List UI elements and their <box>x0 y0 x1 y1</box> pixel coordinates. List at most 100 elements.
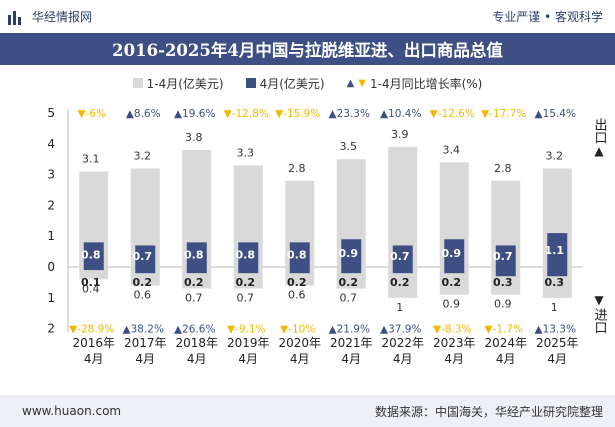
x-tick-label: 4月 <box>496 352 516 366</box>
x-tick-label: 4月 <box>547 352 567 366</box>
import-month-bar <box>444 267 465 274</box>
import-ytd-label: 1 <box>396 301 403 314</box>
export-month-label: 0.8 <box>184 249 204 262</box>
x-tick-label: 4月 <box>135 352 155 366</box>
export-growth-label: ▼-15.9% <box>275 108 320 120</box>
import-ytd-label: 0.6 <box>288 288 306 301</box>
export-ytd-label: 3.2 <box>546 149 564 162</box>
x-tick-label: 2020年 <box>278 336 321 350</box>
import-ytd-label: 0.7 <box>237 292 255 305</box>
export-month-label: 0.9 <box>442 247 462 260</box>
import-ytd-label: 1 <box>551 301 558 314</box>
export-month-bar <box>186 242 207 267</box>
export-month-label: 0.7 <box>390 250 410 263</box>
export-ytd-label: 3.5 <box>340 140 358 153</box>
import-growth-label: ▼-10% <box>280 324 315 336</box>
export-growth-label: ▲19.6% <box>174 108 215 120</box>
import-month-bar <box>83 267 104 271</box>
x-tick-label: 4月 <box>290 352 310 366</box>
top-bar: 华经情报网 专业严谨 • 客观科学 <box>0 0 615 33</box>
x-tick-label: 2024年 <box>484 336 527 350</box>
export-growth-label: ▼-6% <box>77 108 106 120</box>
x-tick-label: 4月 <box>444 352 464 366</box>
export-month-label: 0.9 <box>339 247 359 260</box>
x-tick-label: 2021年 <box>330 336 373 350</box>
import-growth-label: ▲38.2% <box>123 324 164 336</box>
footer-source: 数据来源：中国海关，华经产业研究院整理 <box>374 404 603 419</box>
export-ytd-label: 2.8 <box>494 162 512 175</box>
export-month-bar <box>547 233 568 267</box>
import-month-bar <box>547 267 568 277</box>
export-month-bar <box>238 242 259 267</box>
import-growth-label: ▼-28.9% <box>69 324 114 336</box>
export-month-label: 0.8 <box>81 249 101 262</box>
logo-icon <box>8 9 26 25</box>
import-month-label: 0.2 <box>236 276 256 289</box>
export-month-label: 0.7 <box>493 250 513 263</box>
import-month-label: 0.2 <box>133 276 153 289</box>
brand[interactable]: 华经情报网 <box>8 8 92 25</box>
export-ytd-label: 3.1 <box>82 153 100 166</box>
import-growth-label: ▼-9.1% <box>227 324 266 336</box>
x-tick-label: 4月 <box>341 352 361 366</box>
export-ytd-label: 3.2 <box>134 149 152 162</box>
import-growth-label: ▼-8.3% <box>433 324 472 336</box>
export-month-label: 0.7 <box>133 250 153 263</box>
import-ytd-bar <box>79 267 109 280</box>
side-label-import-text: 进口 <box>591 308 607 334</box>
export-ytd-label: 3.4 <box>443 143 461 156</box>
export-month-bar <box>495 245 516 267</box>
export-growth-label: ▲15.4% <box>535 108 576 120</box>
import-ytd-label: 0.7 <box>340 292 358 305</box>
legend: 1-4月(亿美元) 4月(亿美元) ▲ ▼ 1-4月同比增长率(%) <box>0 72 615 94</box>
chart-title: 2016-2025年4月中国与拉脱维亚进、出口商品总值 <box>0 33 615 65</box>
x-tick-label: 4月 <box>187 352 207 366</box>
import-growth-label: ▲37.9% <box>380 324 421 336</box>
x-tick-label: 2022年 <box>381 336 424 350</box>
side-label-import: ▼ 进口 <box>591 293 607 334</box>
import-month-label: 0.3 <box>545 276 565 289</box>
side-label-export: 出口 ▲ <box>591 118 607 159</box>
import-month-label: 0.2 <box>390 276 410 289</box>
y-tick-label: 4 <box>47 137 55 151</box>
import-month-label: 0.2 <box>287 276 307 289</box>
import-month-bar <box>341 267 362 274</box>
x-tick-label: 2018年 <box>175 336 218 350</box>
legend-month: 4月(亿美元) <box>245 75 325 92</box>
import-month-bar <box>238 267 259 274</box>
x-tick-label: 2019年 <box>227 336 270 350</box>
export-ytd-label: 3.8 <box>185 131 203 144</box>
x-tick-label: 2025年 <box>536 336 579 350</box>
y-tick-label: 5 <box>47 106 55 120</box>
y-tick-label: 2 <box>47 198 55 212</box>
x-tick-label: 4月 <box>84 352 104 366</box>
export-month-bar <box>341 239 362 267</box>
y-tick-label: 3 <box>47 168 55 182</box>
export-ytd-label: 2.8 <box>288 162 306 175</box>
import-month-label: 0.2 <box>184 276 204 289</box>
import-month-bar <box>289 267 310 274</box>
footer-website[interactable]: www.huaon.com <box>22 404 122 418</box>
import-growth-label: ▲26.6% <box>174 324 215 336</box>
export-month-bar <box>444 239 465 267</box>
export-growth-label: ▼-17.7% <box>481 108 526 120</box>
legend-swatch-ytd <box>132 78 143 88</box>
legend-label-ytd: 1-4月(亿美元) <box>146 76 224 91</box>
import-growth-label: ▲21.9% <box>329 324 370 336</box>
import-month-bar <box>186 267 207 274</box>
import-ytd-label: 0.4 <box>82 282 100 295</box>
y-tick-label: 0 <box>47 260 55 274</box>
export-growth-label: ▲8.6% <box>126 108 161 120</box>
import-ytd-label: 0.9 <box>494 298 512 311</box>
y-tick-label: 2 <box>47 322 55 336</box>
import-month-bar <box>392 267 413 274</box>
slogan: 专业严谨 • 客观科学 <box>492 10 603 24</box>
import-ytd-label: 0.6 <box>134 288 152 301</box>
export-growth-label: ▼-12.6% <box>430 108 475 120</box>
export-month-bar <box>392 245 413 267</box>
arrow-down-icon: ▼ <box>594 293 604 307</box>
export-month-label: 1.1 <box>545 244 565 257</box>
import-month-label: 0.1 <box>81 276 101 289</box>
import-month-label: 0.2 <box>442 276 462 289</box>
